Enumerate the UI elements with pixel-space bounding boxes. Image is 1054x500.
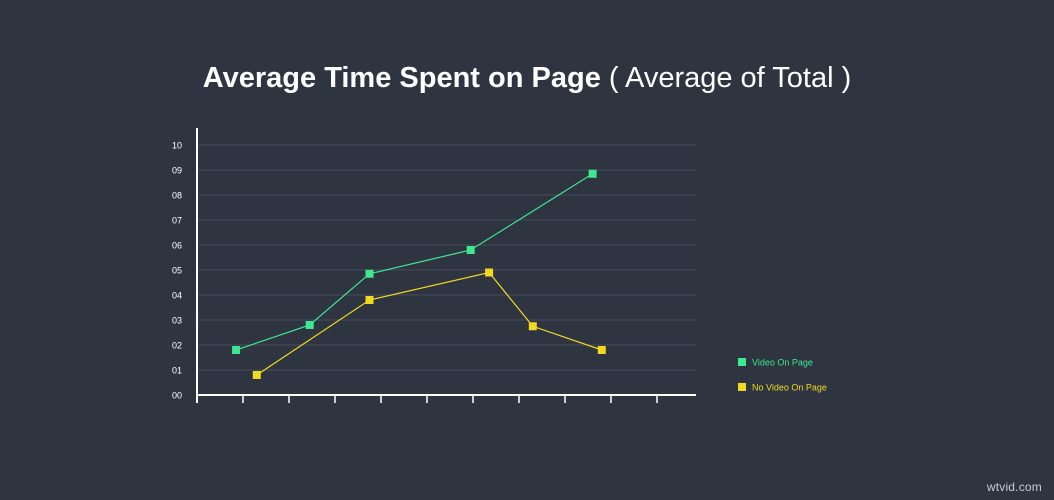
data-point xyxy=(252,371,261,379)
data-point xyxy=(305,321,314,329)
y-tick-label: 02 xyxy=(172,341,182,351)
data-point xyxy=(466,246,475,254)
chart-title: Average Time Spent on Page ( Average of … xyxy=(0,62,1054,95)
y-tick-label: 01 xyxy=(172,366,182,376)
data-point xyxy=(365,269,374,278)
y-tick-label: 05 xyxy=(172,266,182,276)
y-tick-label: 04 xyxy=(172,291,182,301)
y-tick-label: 00 xyxy=(172,391,182,401)
y-tick-label: 03 xyxy=(172,316,182,326)
y-tick-label: 10 xyxy=(172,141,182,151)
chart-title-main: Average Time Spent on Page xyxy=(202,62,601,94)
data-point xyxy=(597,346,606,354)
data-point xyxy=(588,169,597,178)
watermark-text: wtvid.com xyxy=(986,480,1042,494)
series-line xyxy=(235,173,593,351)
data-point xyxy=(485,268,494,277)
legend-label: No Video On Page xyxy=(752,383,827,393)
data-point xyxy=(365,296,374,304)
y-tick-label: 06 xyxy=(172,241,182,251)
legend-marker xyxy=(738,383,746,391)
legend-label: Video On Page xyxy=(752,358,813,368)
y-tick-label: 09 xyxy=(172,166,182,176)
y-tick-label: 07 xyxy=(172,216,182,226)
y-tick-label: 08 xyxy=(172,191,182,201)
legend-marker xyxy=(738,358,746,366)
chart-subtitle: ( Average of Total ) xyxy=(608,62,852,94)
data-point xyxy=(528,322,537,331)
data-point xyxy=(232,346,241,354)
